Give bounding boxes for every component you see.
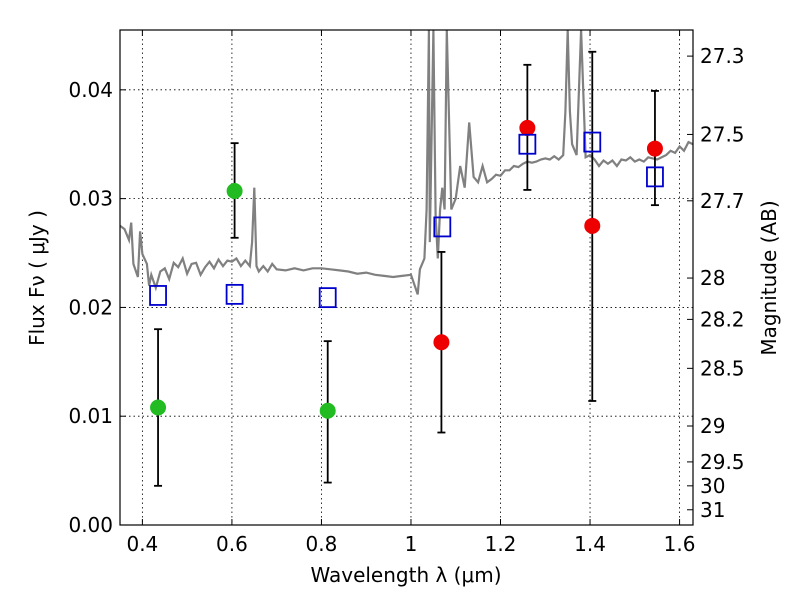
x-tick-label: 1.4	[574, 532, 606, 556]
y-tick-label: 0.02	[68, 295, 113, 319]
y-tick-label: 0.04	[68, 78, 113, 102]
plot-background	[120, 30, 693, 525]
data-point-red	[584, 217, 601, 234]
spectrum-line	[120, 30, 693, 295]
x-tick-label: 1.6	[664, 532, 696, 556]
model-box	[318, 287, 337, 309]
right-tick-label: 28.2	[700, 307, 745, 331]
x-axis-ticks: 0.4 0.6 0.8 1 1.2 1.4 1.6	[126, 30, 695, 556]
model-box	[646, 166, 664, 188]
data-point-green	[150, 399, 167, 416]
plot-frame	[119, 29, 694, 526]
right-tick-label: 28	[700, 266, 725, 290]
y-axis-title: Flux Fν ( μJy )	[25, 210, 49, 346]
data-point-red	[646, 140, 663, 157]
y-axis-ticks: 0.00 0.01 0.02 0.03 0.04	[68, 78, 126, 537]
model-box	[225, 283, 244, 305]
model-box	[433, 216, 452, 238]
data-point-green	[319, 402, 336, 419]
x-tick-label: 0.4	[126, 532, 158, 556]
model-box	[518, 133, 537, 155]
right-tick-label: 28.5	[700, 356, 745, 380]
right-tick-label: 29.5	[700, 450, 745, 474]
marker-layer	[149, 119, 664, 419]
model-box	[149, 285, 167, 306]
y-tick-label: 0.01	[68, 404, 113, 428]
right-tick-label: 27.3	[700, 44, 745, 68]
data-point-red	[433, 334, 450, 351]
x-tick-label: 1.2	[485, 532, 517, 556]
spectrum-layer	[120, 30, 693, 295]
right-tick-label: 31	[700, 498, 725, 522]
right-tick-label: 27.7	[700, 189, 745, 213]
x-axis-title: Wavelength λ (μm)	[310, 563, 501, 587]
data-point-red	[519, 119, 536, 136]
grid	[120, 30, 693, 525]
x-tick-label: 0.6	[216, 532, 248, 556]
right-tick-label: 27.5	[700, 122, 745, 146]
y-tick-label: 0.03	[68, 187, 113, 211]
x-tick-label: 1	[405, 532, 418, 556]
right-tick-label: 29	[700, 414, 725, 438]
right-axis-title: Magnitude (AB)	[757, 200, 781, 355]
x-tick-label: 0.8	[306, 532, 338, 556]
data-point-green	[226, 183, 243, 200]
model-box	[583, 131, 602, 153]
y-tick-label: 0.00	[68, 513, 113, 537]
right-tick-label: 30	[700, 474, 725, 498]
